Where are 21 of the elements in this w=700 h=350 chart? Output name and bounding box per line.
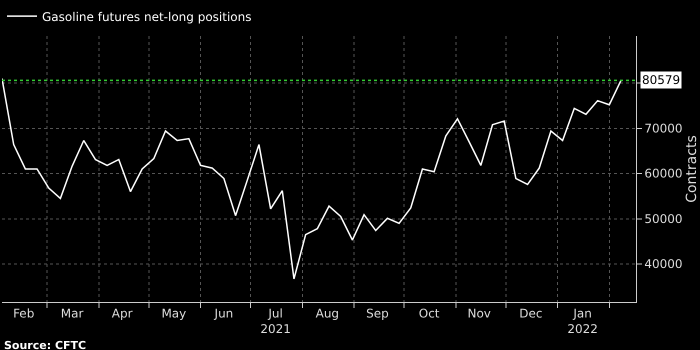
line-series: [2, 78, 622, 280]
y-tick-label: 50000: [644, 212, 683, 226]
y-axis-title: Contracts: [684, 135, 700, 203]
y-tick-label: 70000: [644, 121, 683, 136]
x-tick-label: Nov: [467, 306, 491, 320]
x-tick-label: Jul 2021: [260, 306, 291, 336]
x-tick-label: Jun: [214, 306, 234, 320]
ref-line-label: 80579: [642, 73, 680, 87]
x-tick-label: Oct: [418, 306, 440, 320]
y-tick-label: 40000: [644, 257, 683, 272]
x-tick-label: Apr: [112, 306, 133, 320]
x-tick-label: Mar: [60, 306, 84, 320]
y-tick-label: 60000: [644, 166, 683, 181]
x-tick-label: Dec: [519, 306, 543, 320]
x-tick-label: May: [161, 306, 186, 320]
source-note: Source: CFTC: [4, 339, 86, 350]
x-tick-label: Aug: [316, 306, 340, 320]
x-tick-label: Sep: [366, 306, 389, 320]
x-tick-label: Feb: [13, 306, 34, 320]
legend-label: Gasoline futures net-long positions: [42, 10, 252, 24]
x-tick-label: Jan 2022: [567, 306, 598, 336]
